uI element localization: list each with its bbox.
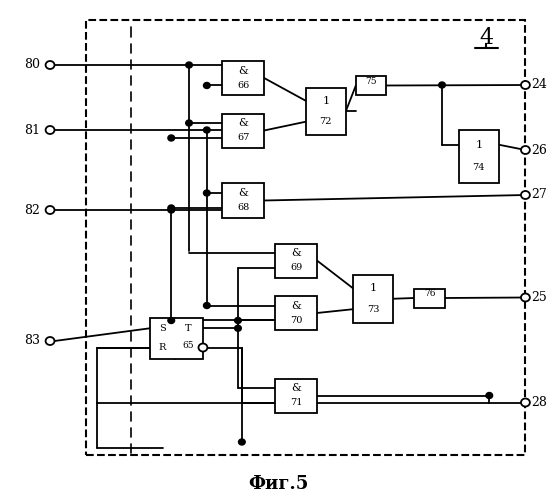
- Circle shape: [239, 439, 245, 445]
- Circle shape: [186, 120, 192, 126]
- Text: 27: 27: [531, 188, 547, 202]
- Text: &: &: [239, 188, 248, 198]
- Circle shape: [46, 61, 54, 69]
- Bar: [275, 296, 317, 330]
- Text: 83: 83: [24, 334, 41, 347]
- Bar: [150, 318, 203, 359]
- Text: 73: 73: [367, 304, 379, 314]
- Circle shape: [203, 82, 210, 88]
- Bar: [306, 88, 346, 135]
- Circle shape: [186, 62, 192, 68]
- Bar: [353, 275, 393, 322]
- Bar: [222, 184, 264, 218]
- Text: 65: 65: [183, 342, 195, 350]
- Circle shape: [521, 146, 530, 154]
- Text: 1: 1: [322, 96, 329, 106]
- Text: 69: 69: [290, 264, 302, 272]
- Bar: [414, 288, 445, 308]
- Text: 71: 71: [290, 398, 302, 407]
- Text: 1: 1: [475, 140, 482, 149]
- Bar: [86, 20, 525, 455]
- Circle shape: [521, 81, 530, 89]
- Circle shape: [46, 206, 54, 214]
- Text: 28: 28: [531, 396, 547, 409]
- Text: 81: 81: [24, 124, 41, 136]
- Text: &: &: [291, 300, 301, 310]
- Circle shape: [203, 127, 210, 133]
- Text: 74: 74: [473, 164, 485, 172]
- Circle shape: [168, 135, 175, 141]
- Text: 80: 80: [24, 58, 41, 71]
- Circle shape: [235, 318, 241, 324]
- Text: Фиг.5: Фиг.5: [248, 475, 308, 493]
- Text: 70: 70: [290, 316, 302, 325]
- Text: 1: 1: [370, 284, 376, 294]
- Circle shape: [168, 207, 175, 213]
- Bar: [275, 378, 317, 412]
- Bar: [459, 130, 499, 182]
- Text: R: R: [158, 343, 166, 352]
- Circle shape: [203, 302, 210, 308]
- Bar: [222, 114, 264, 148]
- Circle shape: [168, 318, 175, 324]
- Bar: [222, 61, 264, 95]
- Circle shape: [46, 126, 54, 134]
- Circle shape: [439, 82, 445, 88]
- Text: 76: 76: [424, 290, 435, 298]
- Text: S: S: [159, 324, 166, 333]
- Circle shape: [168, 205, 175, 211]
- Text: T: T: [185, 324, 192, 333]
- Text: 67: 67: [237, 134, 250, 142]
- Bar: [356, 76, 386, 95]
- Circle shape: [486, 392, 493, 398]
- Circle shape: [46, 337, 54, 345]
- Text: 75: 75: [365, 77, 377, 86]
- Bar: [275, 244, 317, 278]
- Text: &: &: [239, 66, 248, 76]
- Text: 4: 4: [479, 26, 494, 48]
- Text: 68: 68: [237, 204, 250, 212]
- Text: 66: 66: [237, 81, 250, 90]
- Text: &: &: [239, 118, 248, 128]
- Circle shape: [203, 190, 210, 196]
- Circle shape: [521, 191, 530, 199]
- Text: 25: 25: [531, 291, 547, 304]
- Text: &: &: [291, 383, 301, 393]
- Text: 24: 24: [531, 78, 547, 92]
- Circle shape: [235, 325, 241, 331]
- Text: 82: 82: [24, 204, 41, 216]
- Text: 26: 26: [531, 144, 547, 156]
- Circle shape: [521, 398, 530, 406]
- Circle shape: [521, 294, 530, 302]
- Text: &: &: [291, 248, 301, 258]
- Text: 72: 72: [320, 117, 332, 126]
- Circle shape: [198, 344, 207, 351]
